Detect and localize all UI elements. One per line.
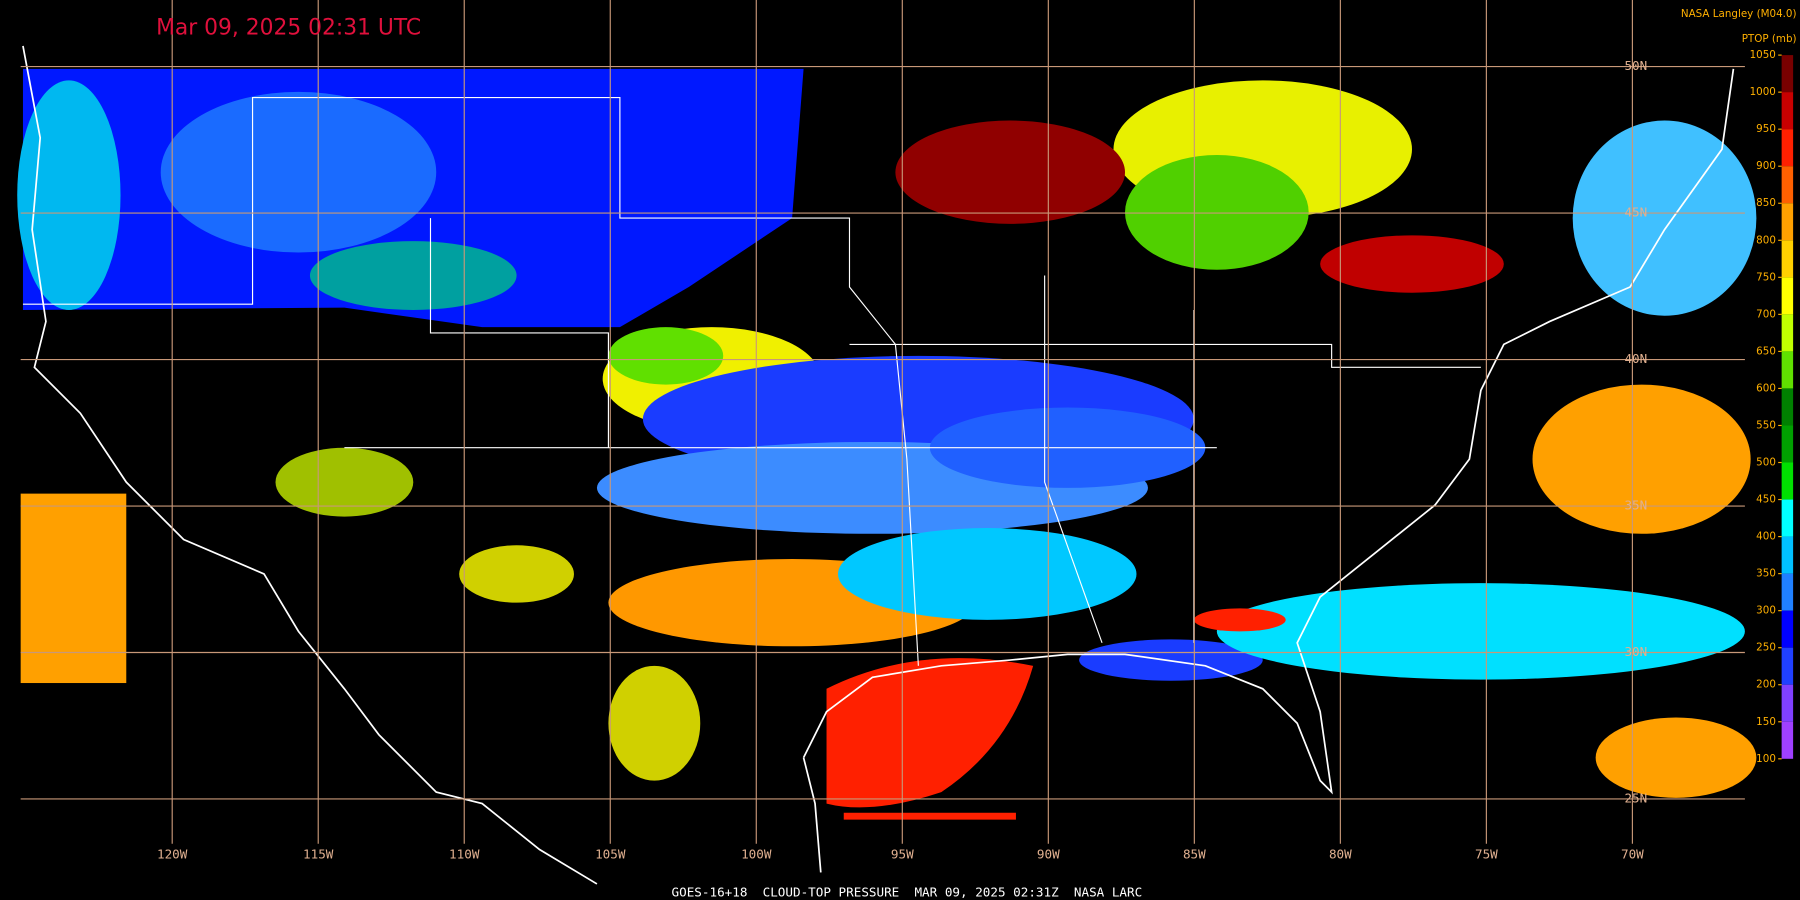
colorbar-label: 100 <box>1756 753 1776 765</box>
coastline <box>802 68 1735 795</box>
colorbar-segment <box>1781 129 1794 167</box>
colorbar-segment <box>1781 55 1794 93</box>
colorbar-segment <box>1781 610 1794 648</box>
colorbar-label: 750 <box>1756 271 1776 283</box>
colorbar-label: 400 <box>1756 531 1776 543</box>
colorbar-label: 550 <box>1756 419 1776 431</box>
footer: GOES-16+18 CLOUD-TOP PRESSURE MAR 09, 20… <box>672 885 1143 900</box>
coastlines <box>22 45 1735 885</box>
colorbar-label: 900 <box>1756 160 1776 172</box>
cloud-field <box>895 120 1125 224</box>
longitude-label: 100W <box>741 847 772 862</box>
colorbar-segment <box>1781 277 1794 315</box>
border <box>429 218 609 448</box>
longitude-label: 85W <box>1183 847 1206 862</box>
cloud-field <box>608 665 701 781</box>
colorbar-segment <box>1781 314 1794 352</box>
colorbar-label: 1050 <box>1750 49 1776 61</box>
cloud-field <box>826 658 1034 808</box>
colorbar-segment <box>1781 721 1794 759</box>
cloud-field <box>17 80 121 310</box>
cloud-field <box>275 447 414 517</box>
longitude-label: 75W <box>1475 847 1498 862</box>
cloud-field <box>1193 608 1286 632</box>
cloud-field <box>1595 717 1757 798</box>
cloud-field <box>459 545 574 603</box>
latitude-label: 35N <box>1624 498 1647 513</box>
longitude-label: 95W <box>891 847 914 862</box>
coastline <box>22 45 598 885</box>
cloud-field <box>1216 583 1745 680</box>
colorbar-segment <box>1781 536 1794 574</box>
latitude-label: 50N <box>1624 58 1647 73</box>
colorbar-label: 1000 <box>1750 86 1776 98</box>
colorbar-segment <box>1781 684 1794 722</box>
colorbar-segment <box>1781 425 1794 463</box>
colorbar-label: 150 <box>1756 716 1776 728</box>
graticule: 50N 45N 40N 35N 30N 25N 120W 115W 110W 105W 100W 95… <box>20 0 1745 862</box>
cloud-field <box>608 327 724 385</box>
colorbar-segment <box>1781 92 1794 130</box>
longitude-label: 105W <box>595 847 626 862</box>
colorbar-label: 950 <box>1756 123 1776 135</box>
border <box>22 97 919 666</box>
timestamp: Mar 09, 2025 02:31 UTC <box>156 16 421 41</box>
colorbar-segment <box>1781 647 1794 685</box>
colorbar-label: 700 <box>1756 308 1776 320</box>
colorbar-label: 200 <box>1756 679 1776 691</box>
colorbar-segment <box>1781 462 1794 500</box>
longitude-label: 110W <box>449 847 480 862</box>
colorbar-label: 850 <box>1756 197 1776 209</box>
longitude-label: 120W <box>157 847 188 862</box>
colorbar-label: 600 <box>1756 382 1776 394</box>
colorbar-segment <box>1781 203 1794 241</box>
border <box>849 343 1481 368</box>
colorbar-label: 800 <box>1756 234 1776 246</box>
colorbar-segment <box>1781 499 1794 537</box>
latitude-label: 40N <box>1624 351 1647 366</box>
cloud-field <box>838 528 1137 620</box>
cloud-field <box>1320 235 1504 293</box>
cloud-field <box>20 493 127 684</box>
colorbar-label: 300 <box>1756 605 1776 617</box>
state-borders <box>22 97 1481 666</box>
coastline <box>802 757 822 873</box>
latitude-label: 25N <box>1624 790 1647 805</box>
colorbar-segment <box>1781 166 1794 204</box>
colorbar-segment <box>1781 573 1794 611</box>
colorbar-segment <box>1781 351 1794 389</box>
cloud-field <box>160 91 437 253</box>
cloud-field <box>1125 154 1309 270</box>
latitude-label: 45N <box>1624 205 1647 220</box>
cloud-imagery <box>17 68 1757 820</box>
cloud-field <box>1572 120 1757 316</box>
credit: NASA Langley (M04.0) <box>1681 8 1797 20</box>
longitude-label: 70W <box>1621 847 1644 862</box>
longitude-label: 115W <box>303 847 334 862</box>
colorbar-label: 250 <box>1756 642 1776 654</box>
latitude-label: 30N <box>1624 644 1647 659</box>
longitude-label: 80W <box>1329 847 1352 862</box>
colorbar-segment <box>1781 240 1794 278</box>
cloud-field <box>843 812 1016 820</box>
colorbar-label: 350 <box>1756 568 1776 580</box>
longitude-label: 90W <box>1037 847 1060 862</box>
colorbar-label: 450 <box>1756 494 1776 506</box>
cloud-field <box>1532 384 1751 534</box>
colorbar-title: PTOP (mb) <box>1742 33 1797 45</box>
colorbar-label: 500 <box>1756 457 1776 469</box>
cloud-field <box>309 241 517 310</box>
colorbar-label: 650 <box>1756 345 1776 357</box>
colorbar-segment <box>1781 388 1794 426</box>
colorbar: 1050 1000 950 900 850 800 750 700 650 600 550 500 45… <box>1750 49 1794 765</box>
